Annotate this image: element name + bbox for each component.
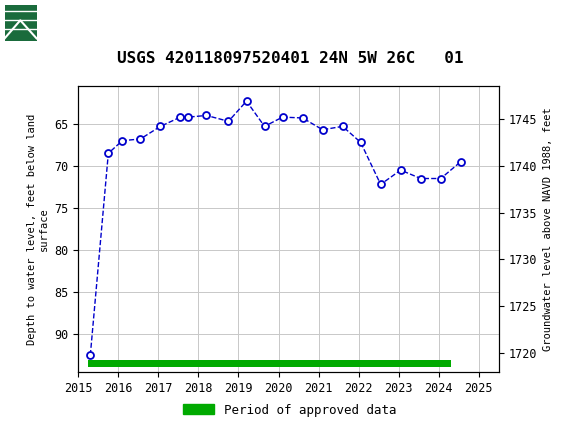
Y-axis label: Groundwater level above NAVD 1988, feet: Groundwater level above NAVD 1988, feet <box>542 107 553 351</box>
Text: USGS 420118097520401 24N 5W 26C   01: USGS 420118097520401 24N 5W 26C 01 <box>117 51 463 65</box>
Text: USGS: USGS <box>45 14 100 31</box>
Bar <box>88 360 451 367</box>
Bar <box>5 4 37 41</box>
Bar <box>3 3 102 42</box>
Y-axis label: Depth to water level, feet below land
surface: Depth to water level, feet below land su… <box>27 114 49 344</box>
Legend: Period of approved data: Period of approved data <box>178 399 402 421</box>
